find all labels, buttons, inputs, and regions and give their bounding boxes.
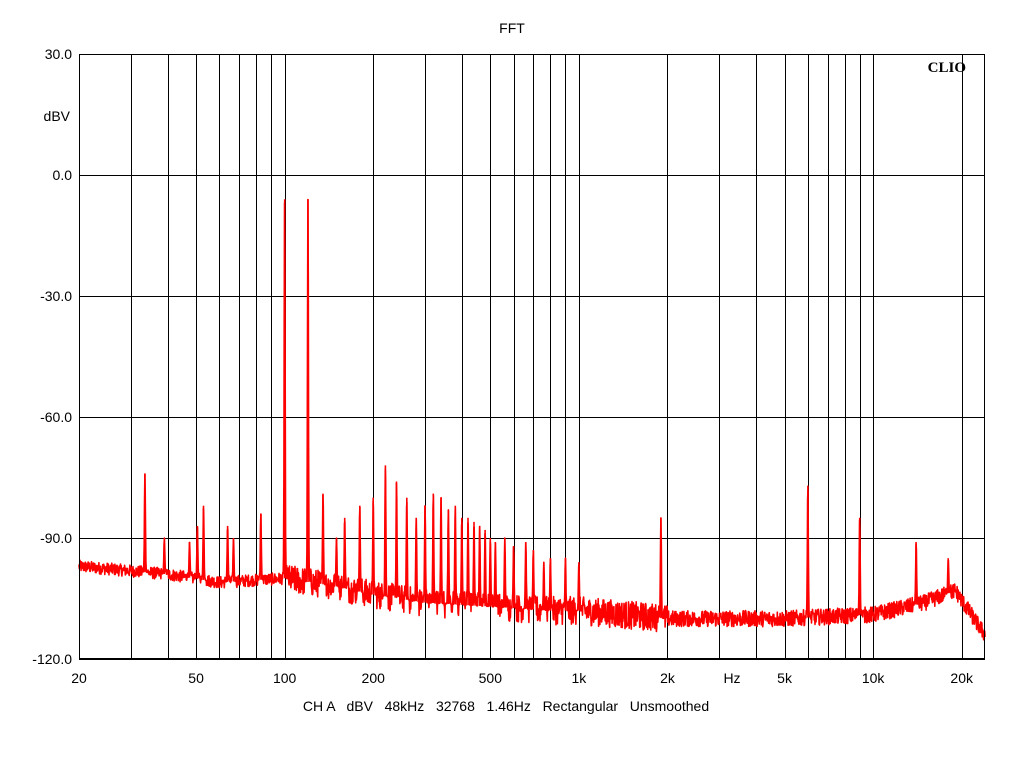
x-tick-labels: 20 50 100 200 500 1k 2k 5k 10k 20k (71, 670, 974, 686)
y-axis-unit: dBV (44, 108, 71, 124)
y-tick-label: -90.0 (40, 530, 72, 546)
plot-frame (79, 54, 985, 659)
x-tick-label: 2k (660, 670, 676, 686)
y-tick-label: 30.0 (45, 46, 72, 62)
y-tick-label: -30.0 (40, 288, 72, 304)
clio-logo-text: CLIO (928, 60, 966, 76)
x-tick-label: 500 (479, 670, 503, 686)
y-tick-label: -120.0 (32, 651, 72, 667)
fft-trace (78, 198, 986, 641)
x-tick-label: 20k (950, 670, 974, 686)
x-tick-label: 50 (188, 670, 204, 686)
x-tick-label: 200 (362, 670, 386, 686)
x-axis-unit: Hz (723, 670, 740, 686)
x-tick-label: 100 (273, 670, 297, 686)
x-tick-label: 5k (777, 670, 793, 686)
y-tick-labels: 30.0 0.0 -30.0 -60.0 -90.0 -120.0 (32, 46, 72, 667)
series-layer (78, 198, 986, 641)
measurement-settings: CH A dBV 48kHz 32768 1.46Hz Rectangular … (303, 698, 709, 714)
x-tick-label: 10k (862, 670, 886, 686)
y-tick-label: 0.0 (53, 167, 73, 183)
y-tick-label: -60.0 (40, 409, 72, 425)
plot-area (79, 54, 985, 659)
x-tick-label: 1k (571, 670, 587, 686)
x-tick-label: 20 (71, 670, 87, 686)
chart-title: FFT (499, 20, 525, 36)
